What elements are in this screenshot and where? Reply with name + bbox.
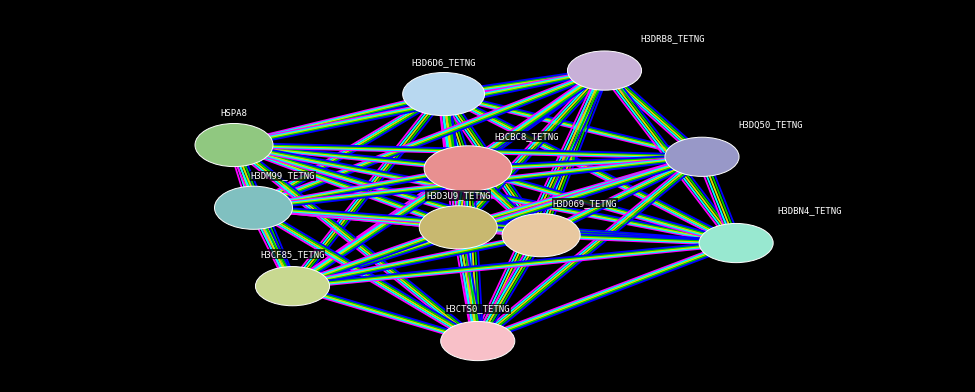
Text: H3DM99_TETNG: H3DM99_TETNG — [251, 171, 315, 180]
Text: H3DQ50_TETNG: H3DQ50_TETNG — [738, 120, 802, 129]
Ellipse shape — [214, 186, 292, 229]
Text: H3D3U9_TETNG: H3D3U9_TETNG — [426, 191, 490, 200]
Ellipse shape — [502, 214, 580, 257]
Ellipse shape — [441, 321, 515, 361]
Ellipse shape — [665, 137, 739, 176]
Text: H3CTS0_TETNG: H3CTS0_TETNG — [446, 305, 510, 314]
Text: H3DRB8_TETNG: H3DRB8_TETNG — [641, 34, 705, 43]
Ellipse shape — [424, 146, 512, 191]
Ellipse shape — [699, 223, 773, 263]
Text: HSPA8: HSPA8 — [220, 109, 248, 118]
Ellipse shape — [567, 51, 642, 90]
Ellipse shape — [419, 206, 497, 249]
Ellipse shape — [195, 123, 273, 167]
Text: H3DBN4_TETNG: H3DBN4_TETNG — [777, 207, 841, 216]
Text: H3CBC8_TETNG: H3CBC8_TETNG — [494, 132, 559, 141]
Ellipse shape — [403, 73, 485, 116]
Text: H3CF85_TETNG: H3CF85_TETNG — [260, 250, 325, 259]
Text: H3D069_TETNG: H3D069_TETNG — [553, 199, 617, 208]
Text: H3D6D6_TETNG: H3D6D6_TETNG — [411, 58, 476, 67]
Ellipse shape — [255, 267, 330, 306]
